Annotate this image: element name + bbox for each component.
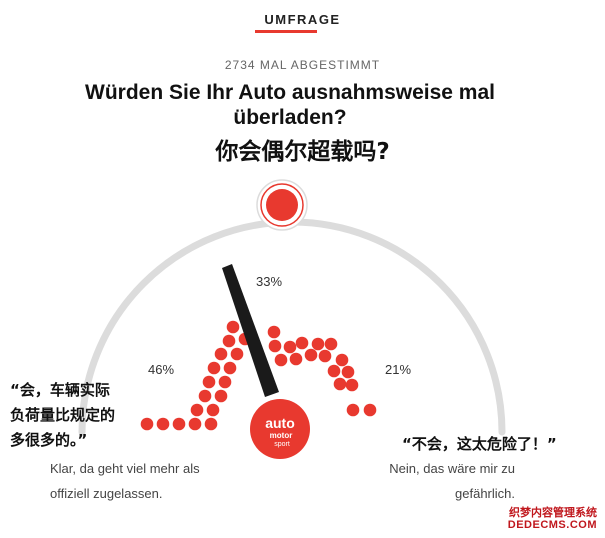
vote-dot — [327, 364, 341, 378]
vote-dot — [311, 337, 325, 351]
vote-dot — [324, 337, 338, 351]
answer-no-german-line: gefährlich. — [455, 486, 515, 501]
vote-dot — [295, 336, 309, 350]
watermark-chinese: 织梦内容管理系统 — [509, 506, 597, 519]
answer-no-chinese[interactable]: “不会，这太危险了！” — [402, 435, 557, 453]
vote-dot — [335, 353, 349, 367]
vote-count: 2734 MAL ABGESTIMMT — [224, 58, 381, 72]
survey-label-underline — [255, 30, 317, 33]
vote-dot — [345, 378, 359, 392]
survey-label: UMFRAGE — [264, 12, 341, 27]
watermark-latin: DEDECMS.COM — [507, 519, 597, 531]
answer-yes-german-line: Klar, da geht viel mehr als — [50, 461, 200, 476]
vote-dot — [202, 375, 216, 389]
vote-dot — [218, 375, 232, 389]
vote-dot — [318, 349, 332, 363]
logo-word-sport: sport — [274, 441, 290, 448]
gauge-arc — [78, 218, 506, 436]
vote-dot — [214, 347, 228, 361]
vote-dot — [268, 339, 282, 353]
vote-dot — [346, 403, 360, 417]
answer-no-german[interactable]: Nein, das wäre mir zu gefährlich. — [355, 456, 515, 506]
vote-dot — [223, 361, 237, 375]
vote-dot — [207, 361, 221, 375]
vote-dot — [156, 417, 170, 431]
vote-dot — [188, 417, 202, 431]
vote-dot — [304, 348, 318, 362]
question-german: Würden Sie Ihr Auto ausnahmsweise mal üb… — [85, 81, 495, 129]
vote-dot — [267, 325, 281, 339]
gauge-needle — [222, 264, 279, 397]
vote-dot — [206, 403, 220, 417]
logo-word-auto: auto — [265, 415, 295, 431]
result-percent-right: 21% — [385, 362, 412, 377]
question-chinese: 你会偶尔超载吗? — [215, 139, 390, 165]
vote-dot — [204, 417, 218, 431]
vote-dot — [230, 347, 244, 361]
vote-dot — [226, 320, 240, 334]
answer-no-german-line: Nein, das wäre mir zu — [389, 461, 515, 476]
answer-yes-german-line: offiziell zugelassen. — [50, 486, 163, 501]
answer-yes-german[interactable]: Klar, da geht viel mehr als offiziell zu… — [50, 456, 200, 506]
vote-dot — [172, 417, 186, 431]
vote-dot — [341, 365, 355, 379]
vote-dot — [289, 352, 303, 366]
vote-dot — [214, 389, 228, 403]
answer-yes-chinese[interactable]: “会，车辆实际 负荷量比规定的 多很多的。” — [10, 378, 115, 453]
vote-dot — [274, 353, 288, 367]
answer-yes-chinese-line: 负荷量比规定的 — [10, 406, 116, 424]
answer-yes-chinese-line: 多很多的。” — [10, 431, 88, 449]
vote-dot — [198, 389, 212, 403]
vote-dot — [190, 403, 204, 417]
auto-motor-sport-logo: auto motor sport — [250, 399, 310, 459]
vote-dot — [222, 334, 236, 348]
vote-dot — [283, 340, 297, 354]
vote-dot — [140, 417, 154, 431]
vote-dot — [333, 377, 347, 391]
result-percent-left: 46% — [148, 362, 175, 377]
answer-yes-chinese-line: “会，车辆实际 — [10, 381, 110, 399]
result-percent-middle: 33% — [256, 274, 283, 289]
gauge-knob-icon[interactable] — [256, 179, 308, 231]
vote-dot — [363, 403, 377, 417]
logo-word-motor: motor — [270, 431, 293, 440]
